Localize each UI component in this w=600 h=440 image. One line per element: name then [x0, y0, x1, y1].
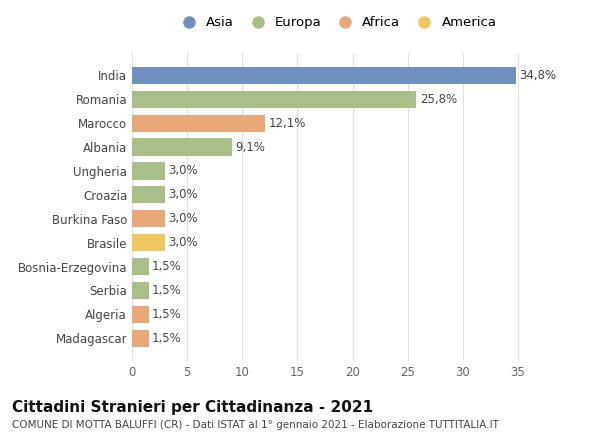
Bar	[132, 210, 165, 227]
Bar	[132, 186, 165, 203]
Text: 12,1%: 12,1%	[269, 117, 306, 130]
Text: Cittadini Stranieri per Cittadinanza - 2021: Cittadini Stranieri per Cittadinanza - 2…	[12, 400, 373, 414]
Text: 1,5%: 1,5%	[152, 308, 182, 321]
Text: 3,0%: 3,0%	[169, 188, 198, 202]
Legend: Asia, Europa, Africa, America: Asia, Europa, Africa, America	[176, 16, 496, 29]
Text: 3,0%: 3,0%	[169, 236, 198, 249]
Bar	[132, 67, 516, 84]
Bar	[132, 114, 265, 132]
Bar	[132, 282, 149, 299]
Bar	[132, 258, 149, 275]
Text: 1,5%: 1,5%	[152, 284, 182, 297]
Text: 3,0%: 3,0%	[169, 165, 198, 177]
Bar	[132, 330, 149, 347]
Text: 34,8%: 34,8%	[519, 69, 556, 82]
Bar	[132, 91, 416, 108]
Text: 9,1%: 9,1%	[236, 140, 266, 154]
Text: 3,0%: 3,0%	[169, 212, 198, 225]
Text: 1,5%: 1,5%	[152, 260, 182, 273]
Text: COMUNE DI MOTTA BALUFFI (CR) - Dati ISTAT al 1° gennaio 2021 - Elaborazione TUTT: COMUNE DI MOTTA BALUFFI (CR) - Dati ISTA…	[12, 420, 499, 430]
Bar	[132, 306, 149, 323]
Bar	[132, 162, 165, 180]
Text: 1,5%: 1,5%	[152, 332, 182, 345]
Bar	[132, 139, 232, 156]
Bar	[132, 234, 165, 251]
Text: 25,8%: 25,8%	[420, 93, 457, 106]
